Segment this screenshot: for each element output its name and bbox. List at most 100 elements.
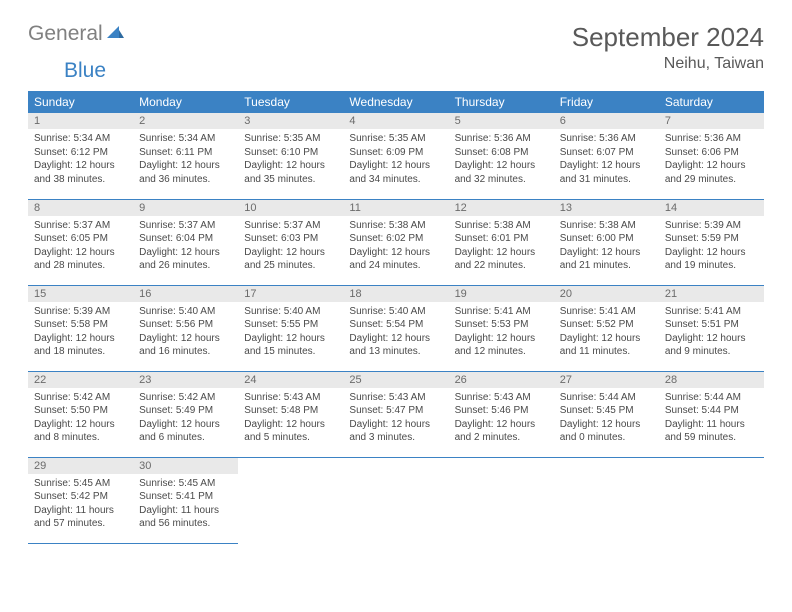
day-line: and 5 minutes. <box>244 431 337 445</box>
day-data: Sunrise: 5:44 AMSunset: 5:45 PMDaylight:… <box>554 388 659 448</box>
day-number: 5 <box>449 113 554 129</box>
day-line: and 34 minutes. <box>349 173 442 187</box>
day-cell: 1Sunrise: 5:34 AMSunset: 6:12 PMDaylight… <box>28 113 133 199</box>
day-line: Sunset: 5:51 PM <box>665 318 758 332</box>
day-data: Sunrise: 5:37 AMSunset: 6:05 PMDaylight:… <box>28 216 133 276</box>
day-line: and 28 minutes. <box>34 259 127 273</box>
weekday-thursday: Thursday <box>449 91 554 113</box>
weekday-saturday: Saturday <box>659 91 764 113</box>
day-number: 1 <box>28 113 133 129</box>
day-number: 11 <box>343 200 448 216</box>
day-cell: 15Sunrise: 5:39 AMSunset: 5:58 PMDayligh… <box>28 285 133 371</box>
day-line: Sunset: 5:41 PM <box>139 490 232 504</box>
day-line: Sunrise: 5:35 AM <box>349 132 442 146</box>
weekday-row: Sunday Monday Tuesday Wednesday Thursday… <box>28 91 764 113</box>
day-line: Sunrise: 5:41 AM <box>455 305 548 319</box>
day-line: Sunrise: 5:37 AM <box>244 219 337 233</box>
day-line: Sunrise: 5:44 AM <box>665 391 758 405</box>
day-line: Daylight: 12 hours <box>34 246 127 260</box>
day-data: Sunrise: 5:38 AMSunset: 6:00 PMDaylight:… <box>554 216 659 276</box>
day-line: Daylight: 12 hours <box>455 332 548 346</box>
day-line: Sunrise: 5:45 AM <box>34 477 127 491</box>
day-data: Sunrise: 5:42 AMSunset: 5:50 PMDaylight:… <box>28 388 133 448</box>
day-line: Sunset: 5:44 PM <box>665 404 758 418</box>
day-number: 4 <box>343 113 448 129</box>
day-line: Daylight: 12 hours <box>139 332 232 346</box>
day-data: Sunrise: 5:41 AMSunset: 5:52 PMDaylight:… <box>554 302 659 362</box>
day-line: Daylight: 12 hours <box>244 246 337 260</box>
day-line: Sunset: 5:55 PM <box>244 318 337 332</box>
day-line: and 16 minutes. <box>139 345 232 359</box>
day-line: Sunset: 5:48 PM <box>244 404 337 418</box>
day-number: 23 <box>133 372 238 388</box>
day-data: Sunrise: 5:38 AMSunset: 6:02 PMDaylight:… <box>343 216 448 276</box>
day-line: and 3 minutes. <box>349 431 442 445</box>
table-row: 1Sunrise: 5:34 AMSunset: 6:12 PMDaylight… <box>28 113 764 199</box>
day-line: Sunrise: 5:35 AM <box>244 132 337 146</box>
day-line: Daylight: 12 hours <box>139 418 232 432</box>
day-cell: 2Sunrise: 5:34 AMSunset: 6:11 PMDaylight… <box>133 113 238 199</box>
day-line: and 13 minutes. <box>349 345 442 359</box>
day-line: and 25 minutes. <box>244 259 337 273</box>
day-number: 15 <box>28 286 133 302</box>
day-cell: 11Sunrise: 5:38 AMSunset: 6:02 PMDayligh… <box>343 199 448 285</box>
day-line: Sunset: 6:12 PM <box>34 146 127 160</box>
table-row: 15Sunrise: 5:39 AMSunset: 5:58 PMDayligh… <box>28 285 764 371</box>
day-line: and 19 minutes. <box>665 259 758 273</box>
weekday-tuesday: Tuesday <box>238 91 343 113</box>
day-number: 2 <box>133 113 238 129</box>
day-line: and 32 minutes. <box>455 173 548 187</box>
day-cell: 28Sunrise: 5:44 AMSunset: 5:44 PMDayligh… <box>659 371 764 457</box>
day-line: Sunrise: 5:41 AM <box>560 305 653 319</box>
day-line: Daylight: 12 hours <box>34 159 127 173</box>
day-data: Sunrise: 5:36 AMSunset: 6:06 PMDaylight:… <box>659 129 764 189</box>
day-line: Sunrise: 5:40 AM <box>349 305 442 319</box>
calendar-table: Sunday Monday Tuesday Wednesday Thursday… <box>28 91 764 544</box>
day-number: 12 <box>449 200 554 216</box>
day-line: Daylight: 12 hours <box>560 159 653 173</box>
day-line: and 15 minutes. <box>244 345 337 359</box>
day-cell: 19Sunrise: 5:41 AMSunset: 5:53 PMDayligh… <box>449 285 554 371</box>
day-line: and 26 minutes. <box>139 259 232 273</box>
day-line: Sunset: 5:50 PM <box>34 404 127 418</box>
day-data: Sunrise: 5:39 AMSunset: 5:58 PMDaylight:… <box>28 302 133 362</box>
day-line: Sunrise: 5:42 AM <box>139 391 232 405</box>
day-line: Sunset: 6:09 PM <box>349 146 442 160</box>
day-data: Sunrise: 5:43 AMSunset: 5:48 PMDaylight:… <box>238 388 343 448</box>
day-line: Sunrise: 5:39 AM <box>665 219 758 233</box>
day-line: Sunrise: 5:40 AM <box>139 305 232 319</box>
day-line: and 38 minutes. <box>34 173 127 187</box>
day-number: 30 <box>133 458 238 474</box>
day-cell: 27Sunrise: 5:44 AMSunset: 5:45 PMDayligh… <box>554 371 659 457</box>
day-line: Sunrise: 5:38 AM <box>349 219 442 233</box>
day-cell <box>238 457 343 543</box>
day-cell: 21Sunrise: 5:41 AMSunset: 5:51 PMDayligh… <box>659 285 764 371</box>
day-line: Sunrise: 5:36 AM <box>455 132 548 146</box>
month-title: September 2024 <box>572 22 764 53</box>
day-number: 6 <box>554 113 659 129</box>
day-line: Sunset: 6:06 PM <box>665 146 758 160</box>
day-data: Sunrise: 5:42 AMSunset: 5:49 PMDaylight:… <box>133 388 238 448</box>
day-line: Sunrise: 5:43 AM <box>349 391 442 405</box>
day-data: Sunrise: 5:40 AMSunset: 5:54 PMDaylight:… <box>343 302 448 362</box>
day-line: Sunrise: 5:38 AM <box>455 219 548 233</box>
day-line: Sunrise: 5:41 AM <box>665 305 758 319</box>
day-line: and 31 minutes. <box>560 173 653 187</box>
day-number: 9 <box>133 200 238 216</box>
day-line: and 12 minutes. <box>455 345 548 359</box>
day-line: Sunrise: 5:43 AM <box>455 391 548 405</box>
weekday-friday: Friday <box>554 91 659 113</box>
day-line: Daylight: 12 hours <box>455 246 548 260</box>
day-line: and 21 minutes. <box>560 259 653 273</box>
day-data: Sunrise: 5:41 AMSunset: 5:53 PMDaylight:… <box>449 302 554 362</box>
day-data: Sunrise: 5:44 AMSunset: 5:44 PMDaylight:… <box>659 388 764 448</box>
day-cell: 25Sunrise: 5:43 AMSunset: 5:47 PMDayligh… <box>343 371 448 457</box>
location-label: Neihu, Taiwan <box>572 55 764 73</box>
day-line: Sunrise: 5:42 AM <box>34 391 127 405</box>
day-line: Sunset: 6:00 PM <box>560 232 653 246</box>
day-cell: 4Sunrise: 5:35 AMSunset: 6:09 PMDaylight… <box>343 113 448 199</box>
day-data: Sunrise: 5:45 AMSunset: 5:42 PMDaylight:… <box>28 474 133 534</box>
day-line: Daylight: 12 hours <box>455 159 548 173</box>
day-line: Sunset: 5:46 PM <box>455 404 548 418</box>
day-data: Sunrise: 5:41 AMSunset: 5:51 PMDaylight:… <box>659 302 764 362</box>
